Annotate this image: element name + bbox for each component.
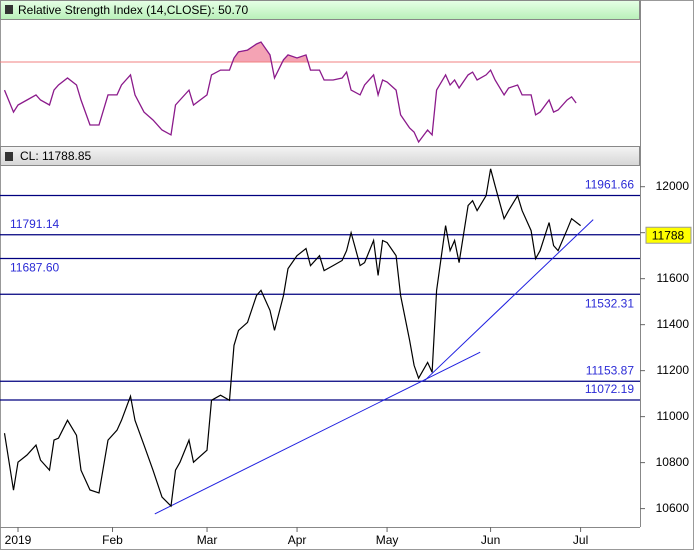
price-title: CL: 11788.85 — [20, 149, 91, 163]
x-tick-label: 2019 — [5, 533, 32, 547]
y-tick-label: 11600 — [657, 271, 690, 285]
price-header — [0, 146, 640, 166]
x-tick-label: Jun — [481, 533, 500, 547]
level-label: 11153.87 — [586, 363, 635, 377]
x-tick-label: May — [376, 533, 399, 547]
y-tick-label: 12000 — [656, 179, 690, 193]
level-label: 11791.14 — [10, 217, 59, 231]
x-tick-label: Apr — [288, 533, 307, 547]
trend-line — [424, 219, 594, 381]
level-label: 11532.31 — [585, 296, 634, 310]
rsi-header — [0, 0, 640, 20]
y-tick-label: 10800 — [656, 455, 690, 469]
rsi-title: Relative Strength Index (14,CLOSE): 50.7… — [18, 3, 248, 17]
level-label: 11961.66 — [585, 178, 634, 192]
x-tick-label: Jul — [573, 533, 588, 547]
x-tick-label: Mar — [197, 533, 218, 547]
price-tag — [645, 226, 692, 244]
plot: 1200011800116001140011200110001080010600… — [0, 41, 692, 547]
x-tick-label: Feb — [102, 533, 123, 547]
rsi-line — [3, 41, 577, 144]
price-line — [3, 168, 581, 508]
overbought-area — [4, 42, 577, 62]
y-tick-label: 10600 — [656, 501, 690, 515]
level-label: 11072.19 — [585, 382, 634, 396]
rsi-icon — [5, 5, 13, 14]
y-tick-label: 11000 — [657, 409, 690, 423]
price-tag-label: 11788 — [652, 228, 685, 242]
level-label: 11687.60 — [10, 261, 59, 275]
y-tick-label: 11400 — [657, 317, 690, 331]
y-tick-label: 11200 — [657, 363, 690, 377]
price-icon — [5, 152, 13, 161]
